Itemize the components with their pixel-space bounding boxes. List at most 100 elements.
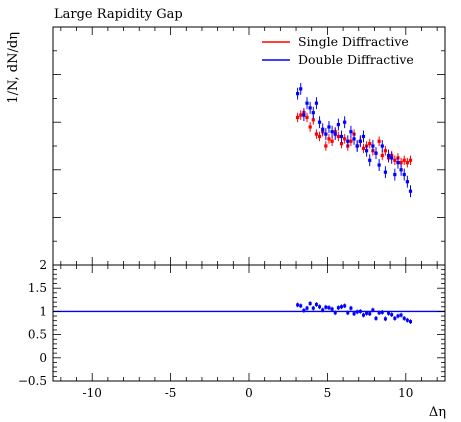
ratio-y-tick-label: 1.5: [28, 281, 47, 295]
data-point: [324, 144, 328, 148]
series-double-diffractive: [296, 82, 413, 198]
ratio-point: [361, 313, 365, 317]
ratio-point: [365, 311, 369, 315]
ratio-point: [368, 312, 372, 316]
data-point: [327, 125, 331, 129]
data-point: [383, 170, 388, 174]
data-point: [377, 163, 381, 167]
data-point: [349, 139, 353, 143]
ratio-point: [383, 317, 387, 321]
ratio-panel: -10 -5 0 5 10 −0.5 0 0.5 1 1.5 2: [18, 258, 446, 400]
data-point: [333, 132, 337, 136]
data-point: [330, 139, 334, 143]
ratio-point: [314, 302, 318, 306]
x-tick-label: -5: [165, 386, 177, 400]
data-point: [343, 120, 347, 124]
ratio-points: [296, 301, 413, 324]
ratio-point: [296, 303, 300, 307]
data-point: [383, 149, 388, 153]
ratio-point: [340, 305, 344, 309]
data-point: [380, 144, 384, 148]
data-point: [330, 130, 334, 134]
data-point: [296, 115, 300, 120]
x-tick-label: -10: [83, 386, 102, 400]
data-point: [386, 153, 391, 158]
data-point: [321, 127, 325, 131]
data-point: [390, 156, 394, 160]
ratio-point: [358, 309, 362, 313]
data-point: [299, 113, 303, 117]
ratio-y-tick-label: −0.5: [18, 374, 47, 388]
data-point: [299, 87, 303, 91]
data-point: [355, 144, 359, 148]
data-point: [405, 180, 409, 184]
ratio-point: [321, 308, 325, 312]
ratio-point: [330, 307, 334, 311]
ratio-point: [393, 316, 397, 320]
ratio-point: [387, 311, 391, 315]
legend: Single Diffractive Double Diffractive: [262, 34, 414, 67]
data-point: [396, 161, 400, 165]
data-point: [311, 111, 315, 115]
x-axis-label: Δη: [429, 405, 446, 420]
data-point: [361, 134, 366, 139]
ratio-point: [349, 306, 353, 310]
data-point: [317, 120, 322, 124]
ratio-point: [374, 316, 378, 320]
data-point: [402, 172, 406, 177]
ratio-point: [327, 306, 331, 310]
data-point: [327, 137, 331, 141]
legend-label-single-diffractive: Single Diffractive: [298, 34, 409, 49]
ratio-point: [380, 310, 384, 314]
ratio-point: [333, 311, 337, 315]
data-point: [358, 139, 362, 143]
data-point: [393, 158, 397, 162]
data-point: [336, 134, 340, 139]
data-point: [408, 189, 413, 193]
ratio-point: [324, 305, 328, 309]
x-tick-label: 0: [245, 386, 253, 400]
x-tick-label: 5: [324, 386, 332, 400]
data-point: [352, 137, 356, 141]
data-point: [365, 149, 369, 153]
data-point: [302, 113, 306, 117]
data-point: [339, 142, 344, 146]
data-point: [305, 101, 309, 105]
data-point: [317, 134, 322, 139]
ratio-point: [318, 305, 322, 309]
data-point: [308, 125, 312, 129]
data-point: [371, 144, 375, 148]
data-point: [399, 168, 403, 172]
data-point: [368, 142, 372, 146]
ratio-point: [352, 312, 356, 316]
ratio-point: [399, 313, 403, 317]
ratio-point: [336, 306, 340, 310]
ratio-point: [390, 313, 394, 317]
ratio-point: [308, 302, 312, 306]
data-point: [361, 146, 366, 150]
ratio-point: [409, 320, 413, 324]
ratio-y-tick-label: 0: [39, 351, 47, 365]
data-point: [324, 132, 328, 136]
ratio-point: [377, 311, 381, 315]
legend-label-double-diffractive: Double Diffractive: [298, 52, 414, 67]
data-point: [380, 153, 384, 158]
data-point: [368, 158, 372, 162]
data-point: [339, 134, 344, 139]
ratio-point: [355, 310, 359, 314]
data-point: [408, 158, 413, 162]
data-point: [308, 106, 312, 110]
data-point: [377, 139, 381, 143]
ratio-y-tick-label: 0.5: [28, 328, 47, 342]
data-point: [311, 118, 315, 122]
data-point: [346, 139, 350, 143]
data-point: [314, 101, 319, 105]
x-tick-label: 10: [398, 386, 413, 400]
ratio-point: [371, 308, 375, 312]
ratio-point: [311, 306, 315, 310]
ratio-y-tick-label: 2: [39, 258, 47, 272]
data-point: [405, 161, 409, 165]
data-point: [399, 161, 403, 165]
ratio-point: [346, 311, 350, 315]
